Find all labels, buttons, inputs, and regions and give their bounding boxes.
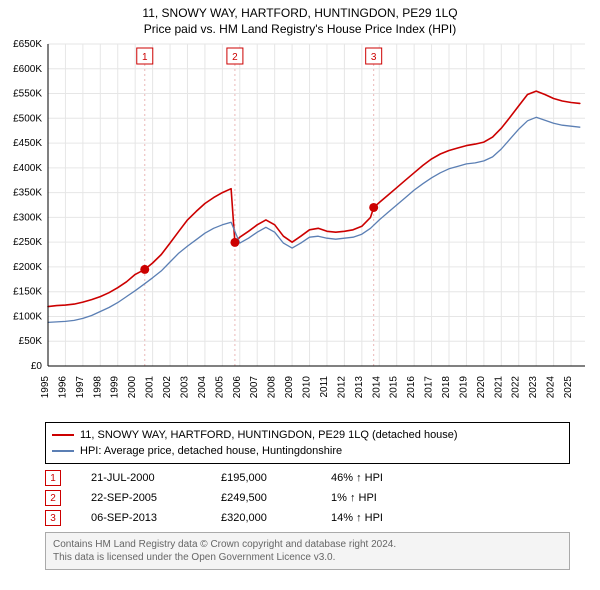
svg-text:2000: 2000 [127, 376, 138, 399]
svg-text:1998: 1998 [92, 376, 103, 399]
svg-text:2016: 2016 [406, 376, 417, 399]
marker-pct: 1% ↑ HPI [331, 492, 441, 504]
svg-text:2019: 2019 [458, 376, 469, 399]
marker-pct: 14% ↑ HPI [331, 512, 441, 524]
marker-pct: 46% ↑ HPI [331, 472, 441, 484]
svg-text:2003: 2003 [179, 376, 190, 399]
svg-text:£50K: £50K [19, 336, 43, 347]
svg-text:2012: 2012 [336, 376, 347, 399]
marker-date: 21-JUL-2000 [91, 472, 221, 484]
svg-text:£150K: £150K [13, 287, 42, 298]
legend: 11, SNOWY WAY, HARTFORD, HUNTINGDON, PE2… [45, 422, 570, 464]
svg-text:2024: 2024 [546, 376, 557, 399]
legend-label-property: 11, SNOWY WAY, HARTFORD, HUNTINGDON, PE2… [80, 429, 458, 441]
svg-text:2011: 2011 [319, 376, 330, 398]
footer-line2: This data is licensed under the Open Gov… [53, 551, 562, 564]
marker-table: 1 21-JUL-2000£195,00046% ↑ HPI 2 22-SEP-200… [45, 468, 570, 528]
marker-date: 22-SEP-2005 [91, 492, 221, 504]
svg-text:£350K: £350K [13, 188, 42, 199]
svg-text:1999: 1999 [110, 376, 121, 399]
marker-row: 3 06-SEP-2013£320,00014% ↑ HPI [45, 508, 570, 528]
svg-text:£200K: £200K [13, 262, 42, 273]
marker-row: 1 21-JUL-2000£195,00046% ↑ HPI [45, 468, 570, 488]
svg-text:£100K: £100K [13, 311, 42, 322]
legend-row-property: 11, SNOWY WAY, HARTFORD, HUNTINGDON, PE2… [52, 427, 563, 443]
svg-text:1996: 1996 [57, 376, 68, 399]
svg-text:2023: 2023 [528, 376, 539, 399]
chart-area: £0 £50K £100K £150K £200K £250K £300K £350K £400… [0, 36, 600, 416]
marker-row: 2 22-SEP-2005£249,5001% ↑ HPI [45, 488, 570, 508]
chart-container: 11, SNOWY WAY, HARTFORD, HUNTINGDON, PE2… [0, 0, 600, 570]
svg-text:£450K: £450K [13, 138, 42, 149]
svg-text:2022: 2022 [511, 376, 522, 399]
title-block: 11, SNOWY WAY, HARTFORD, HUNTINGDON, PE2… [0, 0, 600, 36]
svg-text:3: 3 [371, 52, 377, 63]
svg-text:2018: 2018 [441, 376, 452, 399]
svg-text:2007: 2007 [249, 376, 260, 399]
svg-text:£0: £0 [31, 361, 43, 372]
legend-swatch-property [52, 434, 74, 436]
svg-text:1997: 1997 [75, 376, 86, 399]
footer-attribution: Contains HM Land Registry data © Crown c… [45, 532, 570, 570]
svg-text:2005: 2005 [214, 376, 225, 399]
svg-text:2006: 2006 [232, 376, 243, 399]
svg-text:2: 2 [232, 52, 238, 63]
svg-text:£550K: £550K [13, 89, 42, 100]
marker-number-box: 2 [45, 490, 61, 506]
legend-swatch-hpi [52, 450, 74, 452]
footer-line1: Contains HM Land Registry data © Crown c… [53, 538, 562, 551]
marker-price: £195,000 [221, 472, 331, 484]
marker-number-box: 3 [45, 510, 61, 526]
svg-text:2017: 2017 [424, 376, 435, 399]
svg-text:£500K: £500K [13, 113, 42, 124]
legend-label-hpi: HPI: Average price, detached house, Hunt… [80, 445, 342, 457]
marker-number-box: 1 [45, 470, 61, 486]
svg-text:2014: 2014 [371, 376, 382, 399]
marker-price: £249,500 [221, 492, 331, 504]
svg-text:2015: 2015 [389, 376, 400, 399]
svg-text:2008: 2008 [267, 376, 278, 399]
svg-text:1995: 1995 [40, 376, 51, 399]
svg-text:2020: 2020 [476, 376, 487, 399]
svg-text:£600K: £600K [13, 64, 42, 75]
svg-text:1: 1 [142, 52, 148, 63]
chart-svg: £0 £50K £100K £150K £200K £250K £300K £350K £400… [0, 36, 600, 416]
svg-text:2004: 2004 [197, 376, 208, 399]
marker-date: 06-SEP-2013 [91, 512, 221, 524]
svg-text:2002: 2002 [162, 376, 173, 399]
svg-text:2021: 2021 [493, 376, 504, 399]
svg-text:2001: 2001 [145, 376, 156, 399]
svg-text:2009: 2009 [284, 376, 295, 399]
svg-text:£300K: £300K [13, 212, 42, 223]
chart-title-address: 11, SNOWY WAY, HARTFORD, HUNTINGDON, PE2… [0, 6, 600, 20]
svg-text:£400K: £400K [13, 163, 42, 174]
chart-title-sub: Price paid vs. HM Land Registry's House … [0, 22, 600, 36]
svg-text:2010: 2010 [302, 376, 313, 399]
marker-price: £320,000 [221, 512, 331, 524]
legend-row-hpi: HPI: Average price, detached house, Hunt… [52, 443, 563, 459]
svg-text:£650K: £650K [13, 39, 42, 50]
svg-text:£250K: £250K [13, 237, 42, 248]
svg-text:2013: 2013 [354, 376, 365, 399]
svg-text:2025: 2025 [563, 376, 574, 399]
